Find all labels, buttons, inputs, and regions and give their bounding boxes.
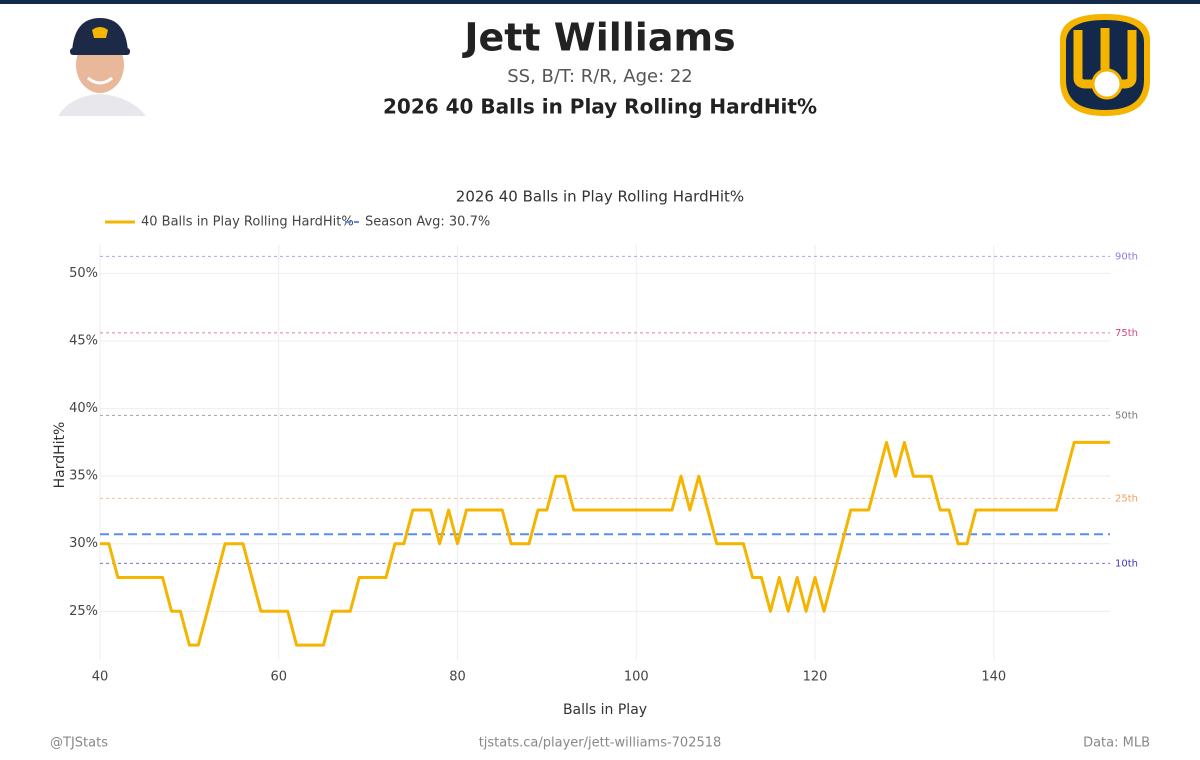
y-tick-label: 25% — [69, 604, 98, 619]
x-tick-label: 80 — [449, 670, 466, 685]
title: Jett Williams — [461, 16, 735, 60]
percentile-label: 75th — [1115, 328, 1138, 339]
subtitle: SS, B/T: R/R, Age: 22 — [507, 66, 693, 87]
footer-left: @TJStats — [50, 736, 108, 751]
percentile-label: 25th — [1115, 493, 1138, 504]
x-axis-label: Balls in Play — [563, 702, 647, 718]
y-axis-label: HardHit% — [52, 422, 68, 489]
y-tick-label: 45% — [69, 333, 98, 348]
x-tick-label: 60 — [270, 670, 287, 685]
percentile-label: 50th — [1115, 410, 1138, 421]
x-tick-label: 100 — [624, 670, 649, 685]
percentile-label: 10th — [1115, 558, 1138, 569]
x-tick-label: 120 — [803, 670, 828, 685]
series-line — [100, 440, 1110, 647]
legend-label: 40 Balls in Play Rolling HardHit% — [141, 215, 354, 230]
top-bar — [0, 0, 1200, 4]
y-tick-label: 35% — [69, 469, 98, 484]
y-tick-label: 30% — [69, 536, 98, 551]
percentile-label: 90th — [1115, 251, 1138, 262]
x-tick-label: 40 — [92, 670, 109, 685]
chart-title: 2026 40 Balls in Play Rolling HardHit% — [456, 188, 744, 206]
footer-right: Data: MLB — [1083, 736, 1150, 751]
y-tick-label: 50% — [69, 266, 98, 281]
footer-center: tjstats.ca/player/jett-williams-702518 — [479, 736, 722, 751]
y-tick-label: 40% — [69, 401, 98, 416]
x-tick-label: 140 — [981, 670, 1006, 685]
player-photo — [58, 18, 146, 116]
heading: 2026 40 Balls in Play Rolling HardHit% — [383, 95, 817, 119]
legend-label: Season Avg: 30.7% — [365, 215, 490, 230]
team-logo — [1060, 14, 1150, 116]
